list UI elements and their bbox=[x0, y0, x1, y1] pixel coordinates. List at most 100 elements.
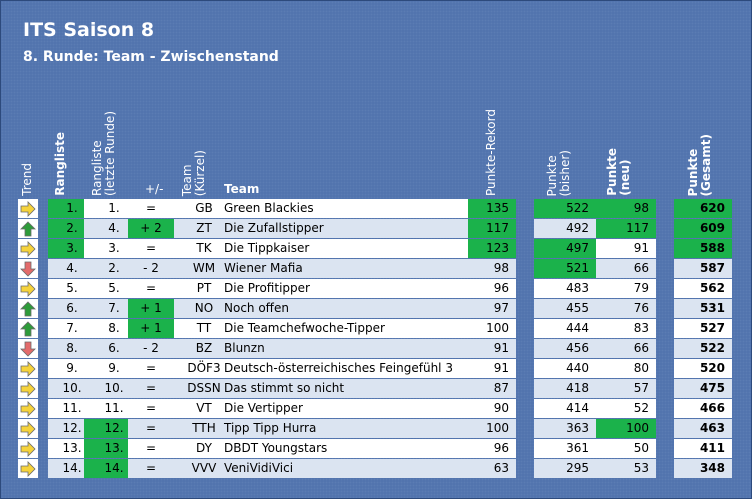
sheet-title: ITS Saison 8 bbox=[23, 19, 155, 41]
record-cell: 98 bbox=[468, 259, 516, 278]
trend-same-icon bbox=[20, 281, 36, 297]
change-cell: = bbox=[128, 419, 174, 438]
points-new-cell: 52 bbox=[596, 399, 656, 418]
header-trend: Trend bbox=[20, 163, 34, 196]
trend-cell bbox=[18, 279, 38, 298]
trend-cell bbox=[18, 439, 38, 458]
points-total-cell: 522 bbox=[674, 339, 732, 358]
trend-same-icon bbox=[20, 401, 36, 417]
record-cell: 135 bbox=[468, 199, 516, 218]
points-prev-cell: 414 bbox=[534, 399, 596, 418]
points-new-cell: 76 bbox=[596, 299, 656, 318]
abbr-cell: DY bbox=[174, 439, 234, 458]
abbr-cell: PT bbox=[174, 279, 234, 298]
header-last-rank-line1: Rangliste bbox=[90, 140, 104, 196]
header-points-total: Punkte (Gesamt) bbox=[686, 133, 713, 196]
trend-same-icon bbox=[20, 461, 36, 477]
record-cell: 100 bbox=[468, 319, 516, 338]
points-prev-cell: 361 bbox=[534, 439, 596, 458]
record-cell: 91 bbox=[468, 359, 516, 378]
trend-cell bbox=[18, 319, 38, 338]
change-cell: = bbox=[128, 239, 174, 258]
header-change: +/- bbox=[145, 182, 164, 196]
points-prev-cell: 418 bbox=[534, 379, 596, 398]
trend-cell bbox=[18, 199, 38, 218]
points-new-cell: 100 bbox=[596, 419, 656, 438]
points-new-cell: 57 bbox=[596, 379, 656, 398]
points-new-cell: 91 bbox=[596, 239, 656, 258]
trend-cell bbox=[18, 299, 38, 318]
points-total-cell: 520 bbox=[674, 359, 732, 378]
trend-same-icon bbox=[20, 441, 36, 457]
header-points-prev: Punkte (bisher) bbox=[545, 150, 572, 197]
trend-cell bbox=[18, 339, 38, 358]
trend-cell bbox=[18, 419, 38, 438]
record-cell: 97 bbox=[468, 299, 516, 318]
header-abbr: Team (Kürzel) bbox=[180, 150, 207, 196]
points-new-cell: 66 bbox=[596, 259, 656, 278]
change-cell: = bbox=[128, 359, 174, 378]
header-points-total-line2: (Gesamt) bbox=[699, 133, 713, 196]
record-cell: 123 bbox=[468, 239, 516, 258]
header-points-prev-line1: Punkte bbox=[545, 154, 559, 196]
points-prev-cell: 444 bbox=[534, 319, 596, 338]
team-name-cell: Green Blackies bbox=[220, 199, 468, 218]
team-name-cell: DBDT Youngstars bbox=[220, 439, 468, 458]
change-cell: = bbox=[128, 459, 174, 478]
trend-cell bbox=[18, 259, 38, 278]
header-points-total-line1: Punkte bbox=[686, 148, 700, 196]
change-cell: + 2 bbox=[128, 219, 174, 238]
change-cell: = bbox=[128, 379, 174, 398]
change-cell: - 2 bbox=[128, 339, 174, 358]
abbr-cell: ZT bbox=[174, 219, 234, 238]
sheet-subtitle: 8. Runde: Team - Zwischenstand bbox=[23, 49, 279, 65]
points-new-cell: 50 bbox=[596, 439, 656, 458]
change-cell: = bbox=[128, 439, 174, 458]
points-prev-cell: 440 bbox=[534, 359, 596, 378]
points-prev-cell: 492 bbox=[534, 219, 596, 238]
abbr-cell: GB bbox=[174, 199, 234, 218]
team-name-cell: VeniVidiVici bbox=[220, 459, 468, 478]
team-name-cell: Wiener Mafia bbox=[220, 259, 468, 278]
record-cell: 87 bbox=[468, 379, 516, 398]
team-name-cell: Deutsch-österreichisches Feingefühl 3 bbox=[220, 359, 468, 378]
header-last-rank-line2: (letzte Runde) bbox=[103, 111, 117, 196]
points-total-cell: 463 bbox=[674, 419, 732, 438]
record-cell: 117 bbox=[468, 219, 516, 238]
points-total-cell: 587 bbox=[674, 259, 732, 278]
trend-up-icon bbox=[20, 301, 36, 317]
header-team: Team bbox=[224, 182, 260, 196]
points-new-cell: 98 bbox=[596, 199, 656, 218]
points-total-cell: 475 bbox=[674, 379, 732, 398]
team-name-cell: Die Teamchefwoche-Tipper bbox=[220, 319, 468, 338]
trend-cell bbox=[18, 219, 38, 238]
record-cell: 90 bbox=[468, 399, 516, 418]
points-total-cell: 609 bbox=[674, 219, 732, 238]
trend-down-icon bbox=[20, 341, 36, 357]
abbr-cell: TK bbox=[174, 239, 234, 258]
trend-cell bbox=[18, 379, 38, 398]
trend-same-icon bbox=[20, 361, 36, 377]
points-prev-cell: 455 bbox=[534, 299, 596, 318]
record-cell: 91 bbox=[468, 339, 516, 358]
team-name-cell: Blunzn bbox=[220, 339, 468, 358]
change-cell: - 2 bbox=[128, 259, 174, 278]
abbr-cell: BZ bbox=[174, 339, 234, 358]
points-total-cell: 527 bbox=[674, 319, 732, 338]
header-record: Punkte-Rekord bbox=[484, 109, 498, 196]
record-cell: 96 bbox=[468, 439, 516, 458]
points-new-cell: 117 bbox=[596, 219, 656, 238]
abbr-cell: VVV bbox=[174, 459, 234, 478]
trend-cell bbox=[18, 359, 38, 378]
points-new-cell: 53 bbox=[596, 459, 656, 478]
points-new-cell: 79 bbox=[596, 279, 656, 298]
points-total-cell: 531 bbox=[674, 299, 732, 318]
team-name-cell: Die Vertipper bbox=[220, 399, 468, 418]
abbr-cell: TT bbox=[174, 319, 234, 338]
points-total-cell: 411 bbox=[674, 439, 732, 458]
trend-cell bbox=[18, 459, 38, 478]
team-name-cell: Noch offen bbox=[220, 299, 468, 318]
points-total-cell: 348 bbox=[674, 459, 732, 478]
abbr-cell: WM bbox=[174, 259, 234, 278]
